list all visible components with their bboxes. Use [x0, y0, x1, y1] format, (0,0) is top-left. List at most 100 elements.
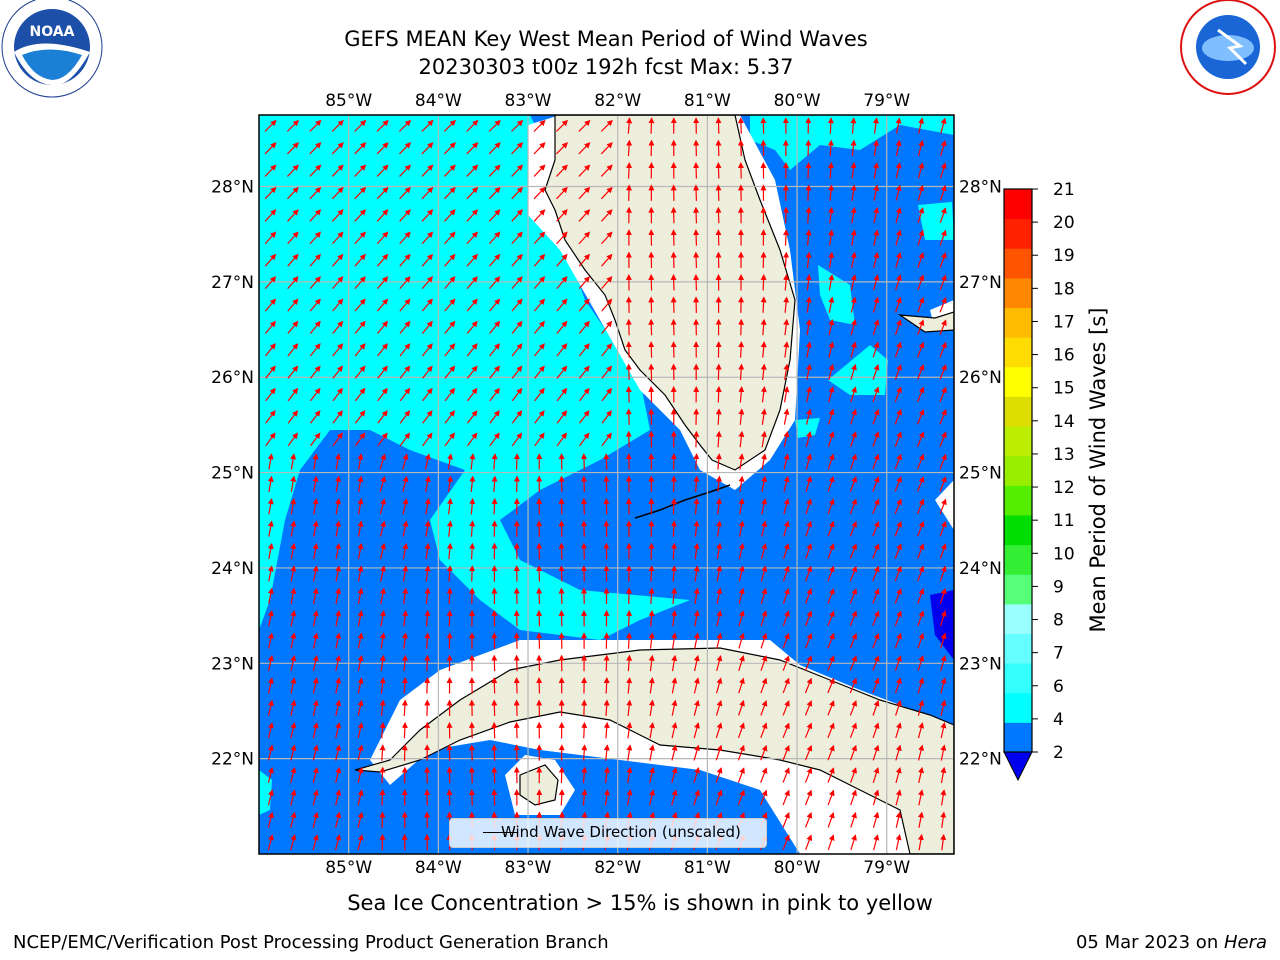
wave-direction-arrow	[872, 274, 880, 291]
wave-direction-arrow	[828, 274, 835, 291]
wave-direction-arrow	[511, 432, 523, 447]
wave-direction-arrow	[488, 209, 501, 222]
wave-direction-arrow	[534, 320, 545, 334]
wave-direction-arrow	[849, 520, 857, 537]
wave-direction-arrow	[332, 410, 343, 424]
wave-direction-arrow	[422, 387, 433, 402]
wave-direction-arrow	[332, 432, 343, 447]
wave-direction-arrow	[357, 475, 364, 492]
wave-direction-arrow	[287, 410, 299, 424]
wave-direction-arrow	[290, 453, 297, 470]
wave-direction-arrow	[827, 744, 835, 761]
wave-direction-arrow	[782, 632, 790, 649]
wave-direction-arrow	[671, 766, 678, 784]
wave-direction-arrow	[354, 365, 366, 379]
colorbar-label: Mean Period of Wind Waves [s]	[1086, 307, 1110, 633]
wave-direction-arrow	[556, 343, 568, 357]
wave-direction-arrow	[827, 700, 835, 716]
colorbar-segment	[1004, 248, 1032, 279]
wave-direction-arrow	[782, 722, 790, 739]
footer-date-text: 05 Mar 2023 on	[1075, 932, 1224, 953]
wave-direction-arrow	[579, 387, 590, 402]
wave-direction-arrow	[783, 408, 790, 425]
wave-direction-arrow	[446, 609, 453, 627]
wave-direction-arrow	[693, 632, 700, 649]
colorbar-segment	[1004, 307, 1032, 338]
wave-direction-arrow	[805, 251, 812, 269]
wave-direction-arrow	[312, 699, 319, 716]
wave-direction-arrow	[335, 542, 341, 560]
land-isla-de-la-juventud	[519, 764, 559, 806]
wave-direction-arrow	[895, 811, 902, 828]
wave-direction-arrow	[850, 408, 857, 425]
wave-direction-arrow	[444, 343, 456, 357]
wave-direction-arrow	[377, 432, 388, 447]
wave-direction-arrow	[805, 161, 812, 179]
wave-direction-arrow	[737, 139, 744, 157]
wave-direction-arrow	[648, 609, 655, 627]
wave-direction-arrow	[872, 341, 880, 358]
wave-direction-arrow	[805, 520, 813, 537]
wave-direction-arrow	[581, 789, 588, 806]
wave-direction-arrow	[626, 609, 633, 627]
map-grid	[259, 115, 954, 854]
wave-direction-arrow	[443, 142, 456, 155]
wave-direction-arrow	[671, 565, 678, 582]
wave-direction-arrow	[354, 387, 366, 402]
colorbar-segment	[1004, 426, 1032, 457]
wave-direction-arrow	[601, 320, 613, 334]
wave-direction-arrow	[335, 811, 342, 828]
wave-direction-arrow	[402, 609, 409, 627]
wave-direction-arrow	[872, 296, 880, 313]
wave-direction-arrow	[331, 186, 344, 200]
wave-direction-arrow	[556, 432, 568, 447]
wave-direction-arrow	[760, 767, 768, 783]
wave-direction-arrow	[332, 387, 343, 402]
wave-direction-arrow	[491, 497, 498, 515]
wave-direction-arrow	[331, 142, 344, 155]
wave-direction-arrow	[693, 587, 700, 604]
wave-direction-arrow	[491, 721, 498, 739]
wave-direction-arrow	[872, 789, 880, 806]
wave-direction-arrow	[357, 542, 364, 560]
wave-direction-arrow	[290, 744, 297, 761]
wave-direction-arrow	[489, 365, 500, 379]
lon-tick-label: 79°W	[863, 858, 910, 878]
wave-direction-arrow	[693, 497, 700, 515]
wave-period-band-under	[930, 590, 954, 660]
wave-direction-arrow	[783, 430, 790, 448]
wave-direction-arrow	[335, 654, 342, 672]
wave-direction-arrow	[290, 542, 297, 560]
wave-direction-arrow	[804, 677, 813, 694]
wave-direction-arrow	[894, 543, 902, 559]
wave-direction-arrow	[917, 296, 925, 313]
wave-direction-arrow	[804, 655, 813, 671]
wave-direction-arrow	[335, 498, 341, 515]
wave-direction-arrow	[873, 184, 880, 201]
wave-direction-arrow	[603, 721, 610, 739]
wave-direction-arrow	[290, 722, 297, 739]
wave-direction-arrow	[917, 431, 925, 447]
wave-direction-arrow	[511, 387, 523, 402]
colorbar-segment	[1004, 366, 1032, 397]
wave-direction-arrow	[626, 744, 633, 761]
wave-direction-arrow	[648, 654, 655, 672]
wave-direction-arrow	[917, 744, 925, 761]
wave-direction-arrow	[805, 453, 812, 470]
wave-direction-arrow	[489, 276, 501, 290]
wave-direction-arrow	[648, 117, 655, 134]
wave-direction-arrow	[917, 184, 925, 201]
wave-direction-arrow	[309, 387, 321, 402]
wave-direction-arrow	[335, 453, 341, 470]
wave-direction-arrow	[738, 655, 745, 671]
lat-tick-label: 27°N	[211, 273, 254, 293]
wave-direction-arrow	[939, 453, 947, 470]
wave-direction-arrow	[312, 766, 319, 784]
wave-direction-arrow	[267, 520, 274, 537]
wave-direction-arrow	[312, 744, 319, 761]
wave-direction-arrow	[309, 231, 322, 245]
wave-direction-arrow	[872, 543, 880, 559]
wave-direction-arrow	[312, 565, 319, 582]
wave-direction-arrow	[715, 184, 722, 201]
wave-direction-arrow	[828, 229, 835, 246]
